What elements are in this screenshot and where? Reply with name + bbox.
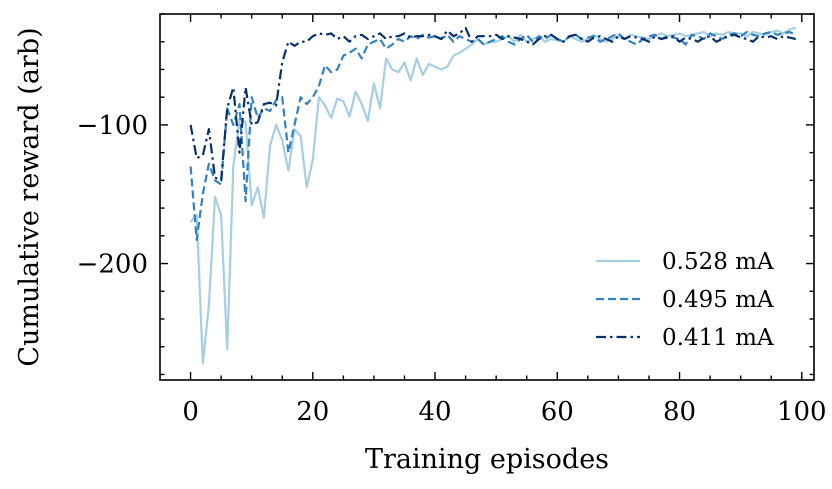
x-tick-label: 20 — [296, 397, 329, 427]
legend-label: 0.528 mA — [662, 249, 774, 275]
series-line-1 — [189, 30, 797, 242]
legend-label: 0.411 mA — [662, 325, 774, 351]
series-line-2 — [189, 26, 796, 182]
axes-frame — [159, 13, 815, 381]
y-tick-label: −100 — [77, 111, 148, 141]
y-tick-labels: −100 −200 — [77, 111, 148, 280]
series-line-0 — [189, 26, 796, 365]
x-tick-label: 100 — [777, 397, 827, 427]
plot-area — [160, 14, 814, 380]
x-tick-label: 0 — [182, 397, 199, 427]
x-tick-label: 60 — [541, 397, 574, 427]
series-layer — [189, 26, 797, 365]
y-tick-label: −200 — [77, 250, 148, 280]
legend: 0.528 mA 0.495 mA 0.411 mA — [596, 249, 774, 351]
x-tick-label: 80 — [663, 397, 696, 427]
legend-label: 0.495 mA — [662, 287, 774, 313]
y-axis-label: Cumulative reward (arb) — [14, 27, 45, 366]
x-tick-label: 40 — [418, 397, 451, 427]
x-tick-labels: 0 20 40 60 80 100 — [182, 397, 826, 427]
x-axis-label: Training episodes — [365, 444, 609, 475]
